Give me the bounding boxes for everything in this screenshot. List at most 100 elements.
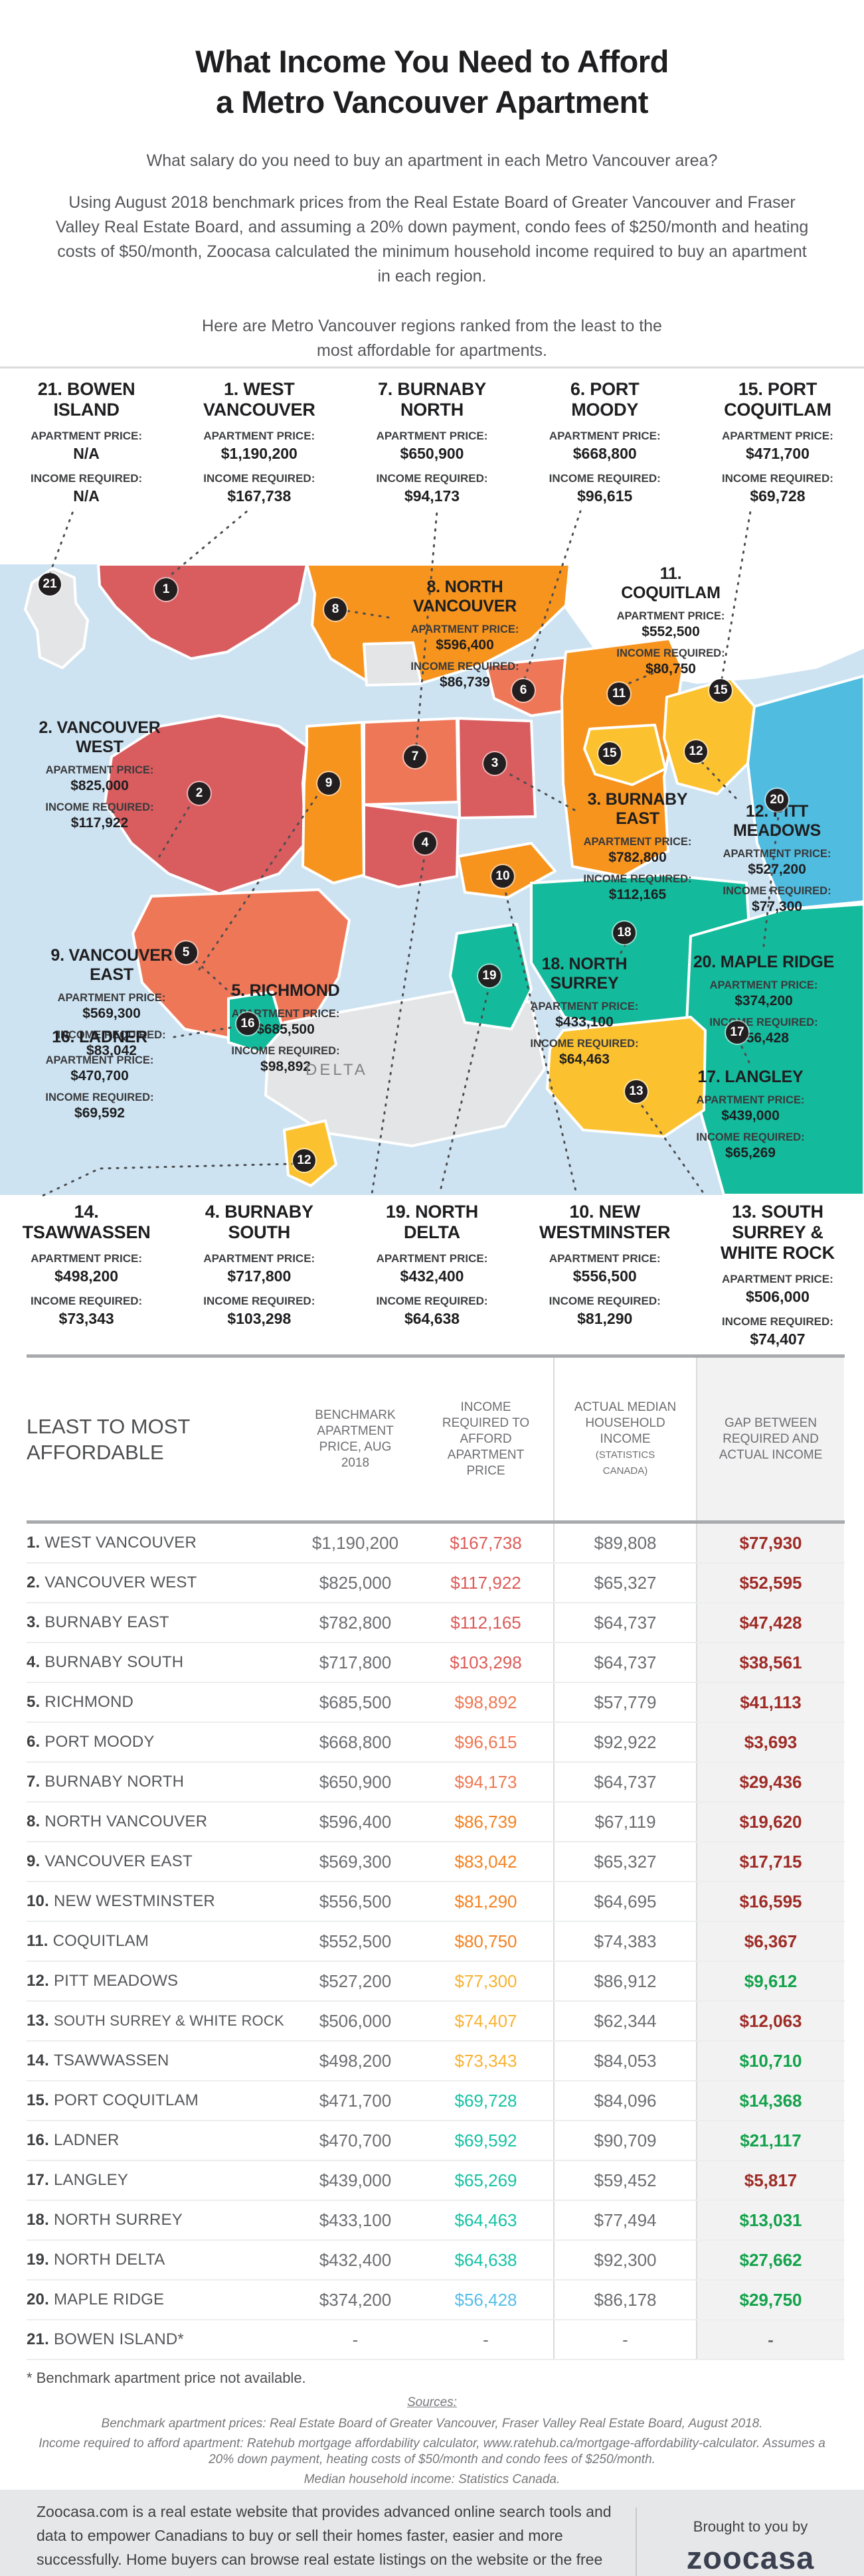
income-required-label: INCOME REQUIRED:	[721, 1315, 833, 1328]
map-region-north-vancouver-city	[363, 641, 422, 686]
income-required-label: INCOME REQUIRED:	[31, 472, 143, 485]
title-line-1: What Income You Need to Afford	[195, 44, 669, 79]
map-marker-tsawwassen: 12	[293, 1149, 315, 1172]
map-region-west-vancouver	[97, 563, 308, 660]
source-median: Median household income: Statistics Cana…	[303, 2472, 561, 2486]
map-label-richmond: 5. RICHMOND APARTMENT PRICE: $685,500 IN…	[231, 981, 340, 1074]
table-header-rule	[27, 1520, 845, 1524]
apartment-price-label: APARTMENT PRICE:	[722, 1273, 833, 1285]
income-required-label: INCOME REQUIRED:	[203, 1295, 315, 1307]
header: What Income You Need to Afford a Metro V…	[0, 0, 864, 366]
map-marker-south-surrey: 13	[625, 1080, 648, 1103]
map-section: 21. BOWEN ISLAND APARTMENT PRICE: N/A IN…	[0, 368, 864, 1354]
income-required-value: $69,728	[750, 487, 806, 505]
map-marker-north-vancouver: 8	[324, 598, 347, 621]
income-required-label: INCOME REQUIRED:	[31, 1295, 143, 1307]
header-divider	[0, 366, 864, 368]
sources-title: Sources:	[407, 2395, 457, 2409]
apartment-price-value: $717,800	[227, 1267, 292, 1285]
map-label-north-vancouver: 8. NORTH VANCOUVER APARTMENT PRICE: $596…	[410, 578, 519, 690]
callout-burnaby-south: 4. BURNABY SOUTH APARTMENT PRICE: $717,8…	[173, 1202, 345, 1348]
callout-name: 21. BOWEN ISLAND	[37, 379, 135, 420]
footer-about-text: Zoocasa.com is a real estate website tha…	[37, 2502, 612, 2576]
table-top-rule	[27, 1354, 845, 1358]
table-row: 4. BURNABY SOUTH $717,800 $103,298 $64,73…	[27, 1643, 845, 1683]
map-marker-port-coquitlam-2: 15	[709, 679, 732, 702]
apartment-price-value: $432,400	[400, 1267, 464, 1285]
map-marker-bowen-island: 21	[39, 573, 61, 596]
map-marker-north-delta: 19	[478, 965, 501, 987]
apartment-price-label: APARTMENT PRICE:	[722, 430, 833, 442]
footnote: * Benchmark apartment price not availabl…	[27, 2370, 306, 2386]
callout-port-moody: 6. PORT MOODY APARTMENT PRICE: $668,800 …	[519, 379, 691, 505]
callout-north-delta: 19. NORTH DELTA APARTMENT PRICE: $432,40…	[345, 1202, 518, 1348]
table-row: 14. TSAWWASSEN $498,200 $73,343 $84,053 $…	[27, 2042, 845, 2081]
income-required-label: INCOME REQUIRED:	[549, 1295, 661, 1307]
top-callout-row: 21. BOWEN ISLAND APARTMENT PRICE: N/A IN…	[0, 379, 864, 505]
apartment-price-label: APARTMENT PRICE:	[31, 430, 142, 442]
map-label-vancouver-east: 9. VANCOUVER EAST APARTMENT PRICE: $569,…	[50, 946, 173, 1058]
brought-to-you-by-label: Brought to you by	[693, 2518, 808, 2535]
apartment-price-label: APARTMENT PRICE:	[376, 430, 488, 442]
table-row: 21. BOWEN ISLAND* - - - -	[27, 2320, 845, 2360]
map-label-delta: DELTA	[305, 1061, 368, 1079]
notes-section: * Benchmark apartment price not availabl…	[0, 2360, 864, 2490]
intro-ranking-note: Here are Metro Vancouver regions ranked …	[202, 317, 662, 360]
map-region-burnaby-south	[363, 803, 460, 888]
income-required-label: INCOME REQUIRED:	[376, 472, 488, 485]
callout-name: 10. NEW WESTMINSTER	[539, 1202, 671, 1242]
income-required-value: $96,615	[577, 487, 633, 505]
map-label-burnaby-east: 3. BURNABY EAST APARTMENT PRICE: $782,80…	[583, 790, 692, 902]
map-label-pitt-meadows: 12. PITT MEADOWS APARTMENT PRICE: $527,2…	[723, 802, 831, 914]
callout-new-westminster: 10. NEW WESTMINSTER APARTMENT PRICE: $55…	[519, 1202, 691, 1348]
col-header-gap: GAP BETWEEN REQUIRED AND ACTUAL INCOME	[719, 1415, 823, 1462]
apartment-price-value: $1,190,200	[220, 445, 298, 462]
table-row: 10. NEW WESTMINSTER $556,500 $81,290 $64,…	[27, 1882, 845, 1922]
callout-name: 13. SOUTH SURREY & WHITE ROCK	[720, 1202, 835, 1263]
map-marker-vancouver-west: 2	[188, 782, 211, 805]
map-marker-pitt-meadows: 12	[685, 740, 707, 763]
col-header-income-required: INCOME REQUIRED TO AFFORD APARTMENT PRIC…	[442, 1400, 530, 1478]
income-required-label: INCOME REQUIRED:	[721, 472, 833, 485]
source-income: Income required to afford apartment: Rat…	[39, 2437, 825, 2466]
callout-name: 6. PORT MOODY	[570, 379, 640, 420]
table-row: 20. MAPLE RIDGE $374,200 $56,428 $86,178 …	[27, 2281, 845, 2320]
footer-divider	[636, 2507, 637, 2576]
map-label-north-surrey: 18. NORTH SURREY APARTMENT PRICE: $433,1…	[530, 955, 639, 1067]
apartment-price-label: APARTMENT PRICE:	[549, 1252, 661, 1265]
callout-port-coquitlam: 15. PORT COQUITLAM APARTMENT PRICE: $471…	[691, 379, 864, 505]
map-marker-burnaby-north: 7	[404, 746, 426, 768]
callout-tsawwassen: 14. TSAWWASSEN APARTMENT PRICE: $498,200…	[0, 1202, 173, 1348]
apartment-price-label: APARTMENT PRICE:	[549, 430, 661, 442]
apartment-price-label: APARTMENT PRICE:	[203, 430, 315, 442]
title-line-2: a Metro Vancouver Apartment	[216, 84, 648, 120]
income-required-value: $64,638	[404, 1310, 460, 1327]
income-required-label: INCOME REQUIRED:	[203, 472, 315, 485]
table-row: 6. PORT MOODY $668,800 $96,615 $92,922 $3…	[27, 1723, 845, 1763]
apartment-price-label: APARTMENT PRICE:	[203, 1252, 315, 1265]
map-marker-richmond: 5	[175, 941, 197, 964]
source-benchmark: Benchmark apartment prices: Real Estate …	[101, 2417, 763, 2431]
map-marker-langley: 17	[726, 1021, 748, 1044]
sources: Sources: Benchmark apartment prices: Rea…	[0, 2395, 864, 2488]
income-required-value: $81,290	[577, 1310, 633, 1327]
table-header-row: LEAST TO MOST AFFORDABLE BENCHMARK APART…	[27, 1358, 845, 1520]
map-marker-ladner: 16	[236, 1012, 259, 1035]
apartment-price-value: $506,000	[745, 1288, 810, 1305]
income-required-value: $103,298	[227, 1310, 292, 1327]
table-row: 5. RICHMOND $685,500 $98,892 $57,779 $41,…	[27, 1683, 845, 1723]
map-marker-maple-ridge: 20	[766, 789, 788, 811]
income-required-value: $94,173	[404, 487, 460, 505]
income-required-value: $73,343	[58, 1310, 114, 1327]
table-row: 9. VANCOUVER EAST $569,300 $83,042 $65,32…	[27, 1842, 845, 1882]
intro-methodology: Using August 2018 benchmark prices from …	[55, 193, 809, 285]
intro-question: What salary do you need to buy an apartm…	[146, 151, 718, 170]
map-label-vancouver-west: 2. VANCOUVER WEST APARTMENT PRICE: $825,…	[39, 718, 161, 831]
map-label-ladner: 16. LADNER APARTMENT PRICE: $470,700 INC…	[45, 1028, 154, 1121]
income-required-value: N/A	[73, 487, 100, 505]
bottom-callout-row: 14. TSAWWASSEN APARTMENT PRICE: $498,200…	[0, 1202, 864, 1348]
callout-south-surrey-white-rock: 13. SOUTH SURREY & WHITE ROCK APARTMENT …	[691, 1202, 864, 1348]
map-marker-burnaby-south: 4	[414, 832, 436, 854]
map-marker-new-westminster: 10	[491, 865, 514, 888]
